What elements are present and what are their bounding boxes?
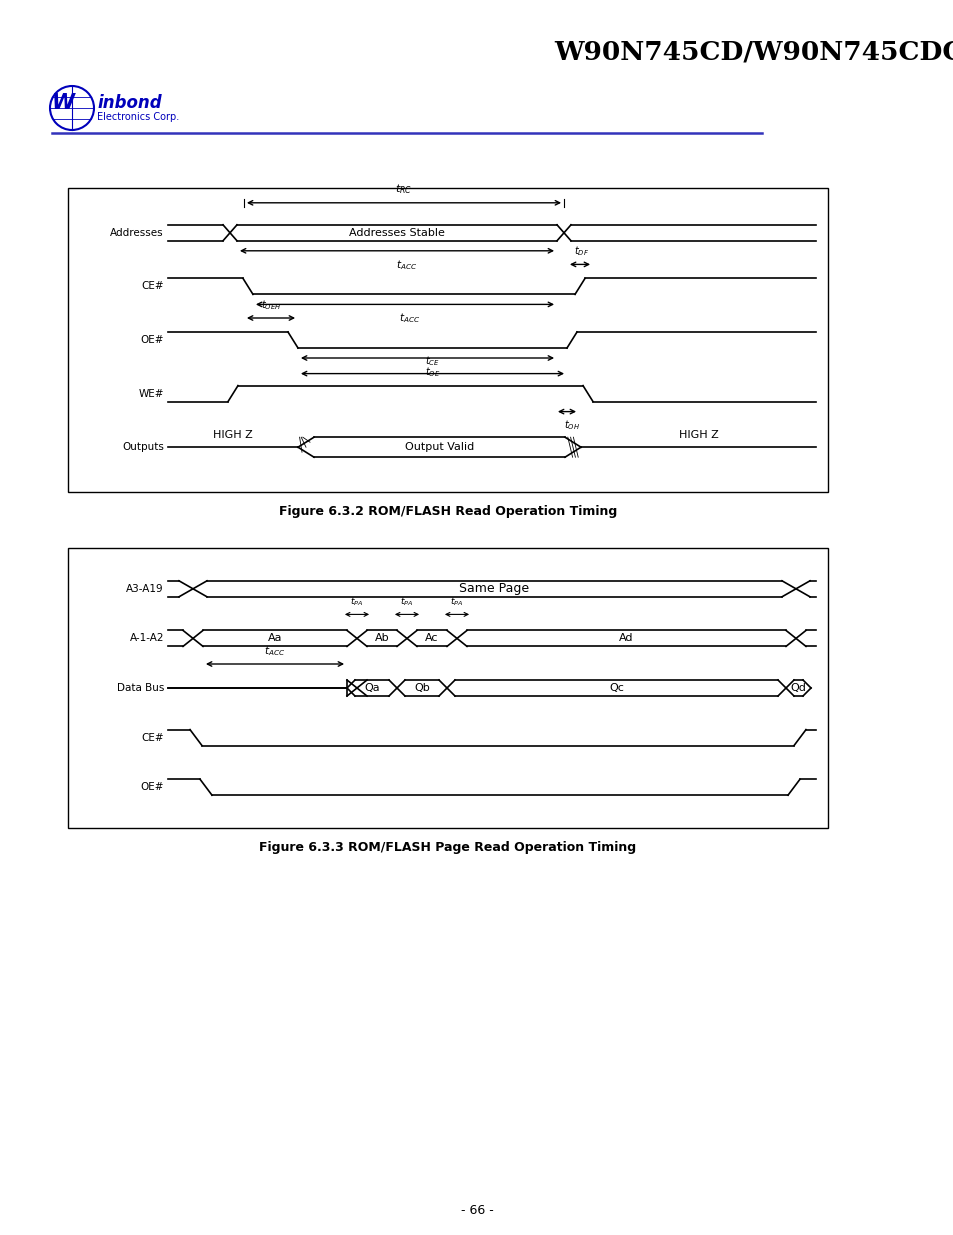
Text: HIGH Z: HIGH Z [678,430,718,440]
Text: $t_{DF}$: $t_{DF}$ [574,245,589,258]
Text: Output Valid: Output Valid [404,442,474,452]
Text: $t_{OE}$: $t_{OE}$ [424,366,439,379]
Text: Addresses Stable: Addresses Stable [349,227,444,238]
Bar [68,548,827,827]
Text: $t_{ACC}$: $t_{ACC}$ [399,311,420,325]
Text: Qc: Qc [608,683,623,693]
Text: HIGH Z: HIGH Z [213,430,253,440]
Text: Addresses: Addresses [111,227,164,238]
Text: W: W [52,93,75,112]
Text: A-1-A2: A-1-A2 [130,634,164,643]
Text: W90N745CD/W90N745CDG: W90N745CD/W90N745CDG [554,40,953,64]
Text: inbond: inbond [97,94,161,112]
Text: $t_{OH}$: $t_{OH}$ [563,419,579,432]
Text: $t_{PA}$: $t_{PA}$ [400,597,414,609]
Text: $t_{CE}$: $t_{CE}$ [425,353,439,368]
Text: $t_{PA}$: $t_{PA}$ [450,597,463,609]
Text: A3-A19: A3-A19 [126,584,164,594]
Text: Ac: Ac [425,634,438,643]
Text: - 66 -: - 66 - [460,1203,493,1216]
Text: Electronics Corp.: Electronics Corp. [97,112,179,122]
Text: Ad: Ad [618,634,633,643]
Text: $t_{ACC}$: $t_{ACC}$ [264,645,285,658]
Text: Same Page: Same Page [459,582,529,595]
Text: CE#: CE# [141,282,164,291]
Text: $t_{RC}$: $t_{RC}$ [395,182,412,196]
Text: Figure 6.3.2 ROM/FLASH Read Operation Timing: Figure 6.3.2 ROM/FLASH Read Operation Ti… [278,505,617,519]
Text: $t_{ACC}$: $t_{ACC}$ [396,258,417,272]
Text: Qb: Qb [414,683,430,693]
Text: $t_{OEH}$: $t_{OEH}$ [260,298,281,312]
Text: Data Bus: Data Bus [116,683,164,693]
Text: Qd: Qd [790,683,805,693]
Text: Ab: Ab [375,634,389,643]
Text: Aa: Aa [268,634,282,643]
Text: $t_{PA}$: $t_{PA}$ [350,597,363,609]
Text: Outputs: Outputs [122,442,164,452]
Text: Qa: Qa [364,683,379,693]
Text: Figure 6.3.3 ROM/FLASH Page Read Operation Timing: Figure 6.3.3 ROM/FLASH Page Read Operati… [259,841,636,855]
Text: CE#: CE# [141,732,164,742]
Bar [68,188,827,492]
Text: WE#: WE# [138,389,164,399]
Text: OE#: OE# [140,335,164,345]
Text: OE#: OE# [140,782,164,792]
